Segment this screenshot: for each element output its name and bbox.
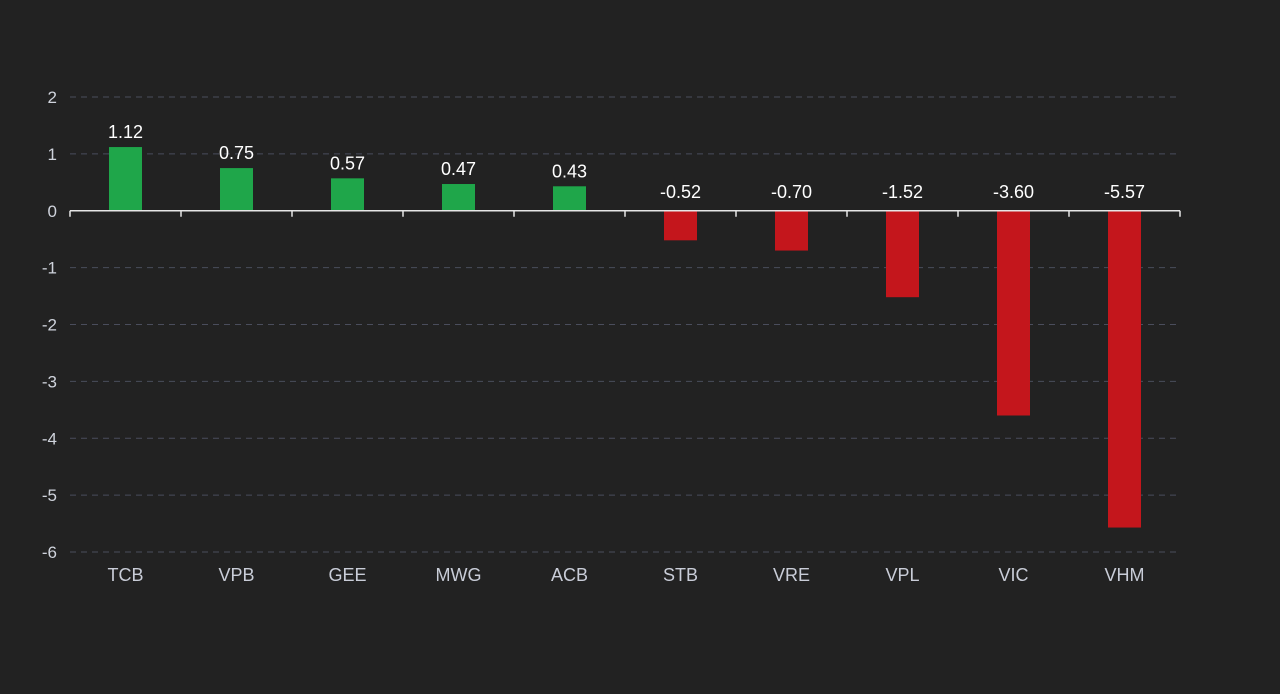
category-labels: TCB VPB GEE MWG ACB STB VRE VPL VIC VHM — [108, 565, 1145, 585]
y-tick-label: -4 — [42, 429, 57, 448]
x-tick-label-mwg: MWG — [436, 565, 482, 585]
y-tick-label: -5 — [42, 486, 57, 505]
data-label-acb: 0.43 — [552, 161, 587, 181]
x-tick-label-vre: VRE — [773, 565, 810, 585]
x-tick-label-acb: ACB — [551, 565, 588, 585]
data-label-mwg: 0.47 — [441, 159, 476, 179]
bar-vpl[interactable] — [886, 210, 919, 298]
x-axis — [69, 210, 1181, 217]
bar-stb[interactable] — [664, 210, 697, 241]
data-label-vpl: -1.52 — [882, 182, 923, 202]
y-tick-label: 1 — [48, 145, 57, 164]
bar-acb[interactable] — [553, 186, 586, 211]
x-tick-label-vpb: VPB — [218, 565, 254, 585]
data-label-stb: -0.52 — [660, 182, 701, 202]
x-tick-label-tcb: TCB — [108, 565, 144, 585]
bar-tcb[interactable] — [109, 147, 142, 211]
bar-vic[interactable] — [997, 210, 1030, 416]
x-tick-label-vpl: VPL — [885, 565, 919, 585]
data-label-vhm: -5.57 — [1104, 182, 1145, 202]
data-label-gee: 0.57 — [330, 153, 365, 173]
data-label-tcb: 1.12 — [108, 122, 143, 142]
grid-layer — [70, 96, 1180, 553]
y-tick-label: -2 — [42, 316, 57, 335]
data-label-vpb: 0.75 — [219, 143, 254, 163]
x-tick-label-vic: VIC — [998, 565, 1028, 585]
data-labels: 1.12 0.75 0.57 0.47 0.43 -0.52 -0.70 -1.52 -3.60… — [108, 122, 1145, 202]
data-label-vic: -3.60 — [993, 182, 1034, 202]
y-tick-label: -3 — [42, 372, 57, 391]
y-axis: 2 1 0 -1 -2 -3 -4 -5 -6 — [42, 88, 57, 562]
y-tick-label: 2 — [48, 88, 57, 107]
bar-mwg[interactable] — [442, 184, 475, 211]
y-tick-label: 0 — [48, 202, 57, 221]
bar-vhm[interactable] — [1108, 210, 1141, 528]
y-tick-label: -1 — [42, 259, 57, 278]
bar-vre[interactable] — [775, 210, 808, 251]
x-tick-label-gee: GEE — [328, 565, 366, 585]
bars — [109, 147, 1141, 528]
x-tick-label-stb: STB — [663, 565, 698, 585]
data-label-vre: -0.70 — [771, 182, 812, 202]
bar-vpb[interactable] — [220, 168, 253, 211]
y-tick-label: -6 — [42, 543, 57, 562]
bar-gee[interactable] — [331, 178, 364, 211]
x-tick-label-vhm: VHM — [1105, 565, 1145, 585]
